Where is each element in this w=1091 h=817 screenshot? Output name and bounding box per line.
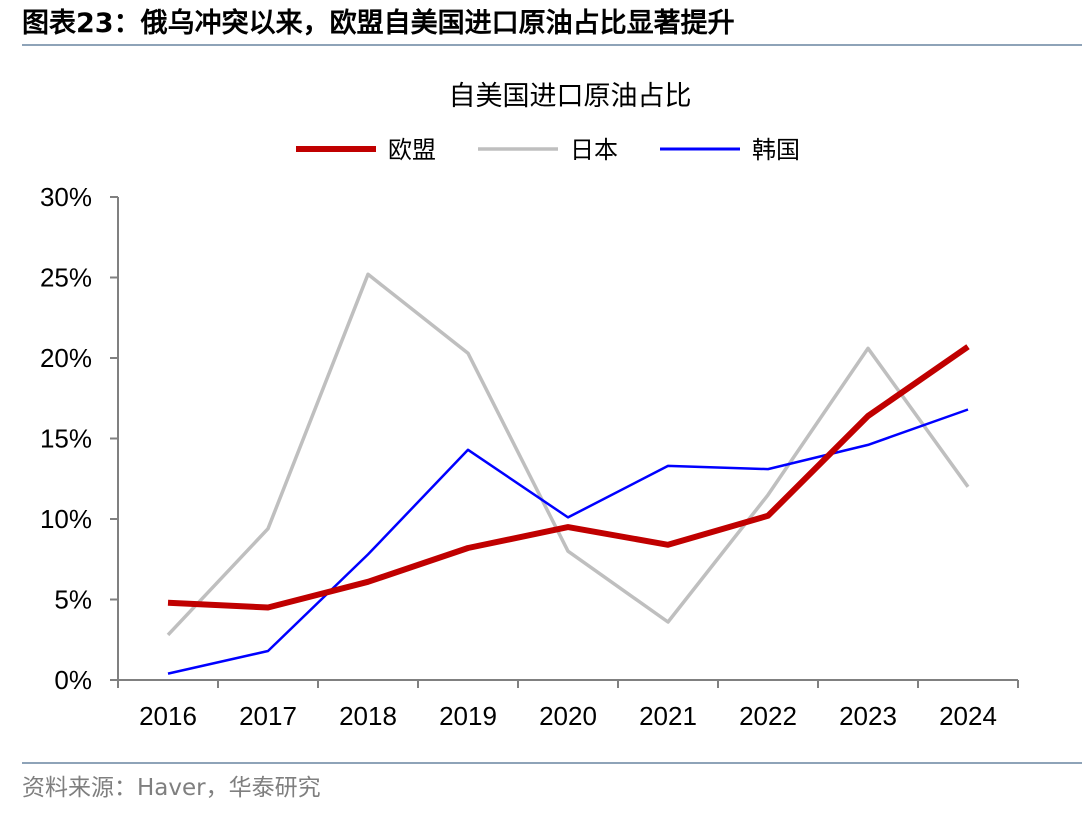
- legend-label-eu: 欧盟: [388, 136, 436, 164]
- y-tick-label: 20%: [40, 343, 92, 373]
- y-tick-label: 5%: [54, 585, 92, 615]
- plot-area: 0% 5% 10% 15% 20% 25% 30% 2016 2017 2018 2019 2020 2…: [40, 182, 1019, 731]
- x-tick-label: 2022: [739, 701, 797, 731]
- figure-header: 图表23：俄乌冲突以来，欧盟自美国进口原油占比显著提升: [22, 4, 1082, 44]
- series-line-eu: [167, 344, 970, 611]
- x-tick-label: 2024: [939, 701, 997, 731]
- y-tick-label: 10%: [40, 504, 92, 534]
- series-line-japan: [166, 272, 970, 637]
- source-text: Haver，华泰研究: [137, 775, 321, 801]
- y-tick-label: 30%: [40, 182, 92, 212]
- figure-number: 图表23：: [22, 8, 141, 39]
- series-line-korea: [167, 408, 969, 675]
- legend-label-korea: 韩国: [752, 136, 800, 164]
- x-tick-label: 2021: [639, 701, 697, 731]
- x-tick-label: 2016: [139, 701, 197, 731]
- legend-label-japan: 日本: [570, 136, 618, 164]
- y-tick-label: 0%: [54, 665, 92, 695]
- source-label: 资料来源：: [22, 775, 137, 801]
- source-note: 资料来源：Haver，华泰研究: [22, 770, 321, 806]
- line-chart: 自美国进口原油占比 欧盟 日本 韩国 0% 5% 10% 15% 20% 25% 30% 2016…: [40, 81, 1019, 731]
- chart-title: 自美国进口原油占比: [449, 81, 692, 112]
- legend: 欧盟 日本 韩国: [296, 136, 800, 164]
- footer-rule: [22, 762, 1082, 764]
- figure-caption: 俄乌冲突以来，欧盟自美国进口原油占比显著提升: [140, 8, 735, 39]
- x-tick-label: 2017: [239, 701, 297, 731]
- y-tick-label: 25%: [40, 263, 92, 293]
- x-tick-label: 2020: [539, 701, 597, 731]
- x-tick-label: 2018: [339, 701, 397, 731]
- y-tick-label: 15%: [40, 424, 92, 454]
- header-rule: [22, 44, 1082, 46]
- x-tick-label: 2019: [439, 701, 497, 731]
- x-tick-label: 2023: [839, 701, 897, 731]
